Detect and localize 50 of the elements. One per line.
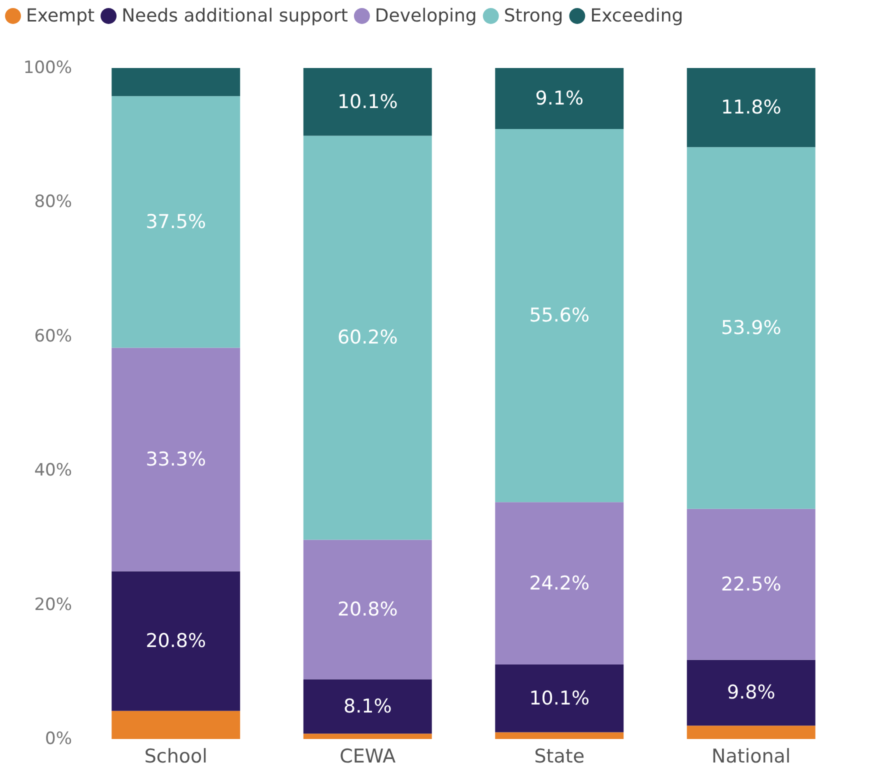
bar xyxy=(686,147,816,509)
data-label: 8.1% xyxy=(343,695,392,718)
data-label: 53.9% xyxy=(720,317,782,340)
bar xyxy=(303,679,432,734)
bar xyxy=(495,68,624,130)
bar xyxy=(495,664,624,732)
bar xyxy=(686,68,816,148)
y-tick-label: 100% xyxy=(23,58,72,78)
y-tick-label: 0% xyxy=(45,729,72,749)
x-tick-label: State xyxy=(534,746,585,768)
bar xyxy=(303,136,432,540)
y-tick-label: 60% xyxy=(34,326,72,346)
x-tick-label: National xyxy=(712,746,791,768)
bar xyxy=(303,540,432,680)
bar xyxy=(112,96,240,348)
data-label: 10.1% xyxy=(337,90,398,113)
bar xyxy=(686,508,816,660)
bar xyxy=(495,502,624,665)
x-tick-label: School xyxy=(144,746,208,768)
bar xyxy=(303,734,432,739)
y-tick-label: 20% xyxy=(34,594,72,615)
legend-label: Needs additional support xyxy=(122,6,348,26)
bar xyxy=(112,710,240,739)
data-label: 9.8% xyxy=(726,682,776,704)
data-label: 10.1% xyxy=(529,687,590,710)
data-label: 22.5% xyxy=(720,573,782,596)
y-tick-label: 40% xyxy=(34,460,72,481)
data-label: 20.8% xyxy=(337,598,398,620)
bar xyxy=(686,726,816,739)
bar xyxy=(112,571,240,711)
data-label: 11.8% xyxy=(720,96,782,119)
data-label: 37.5% xyxy=(146,210,206,233)
bar xyxy=(112,348,240,572)
data-label: 60.2% xyxy=(337,326,398,349)
data-label: 20.8% xyxy=(146,630,206,652)
legend-label: Strong xyxy=(504,6,564,26)
x-tick-label: CEWA xyxy=(340,746,396,768)
data-label: 55.6% xyxy=(529,304,590,327)
bar xyxy=(495,732,624,739)
legend-label: Exceeding xyxy=(590,6,684,26)
data-label: 24.2% xyxy=(529,572,590,594)
data-label: 9.1% xyxy=(535,88,584,110)
legend-label: Developing xyxy=(374,6,477,26)
legend-label: Exempt xyxy=(26,6,95,26)
bar xyxy=(303,68,432,136)
bar xyxy=(495,129,624,502)
bar xyxy=(112,68,240,96)
y-tick-label: 80% xyxy=(34,192,72,212)
data-label: 33.3% xyxy=(146,448,206,471)
bar xyxy=(686,660,816,726)
